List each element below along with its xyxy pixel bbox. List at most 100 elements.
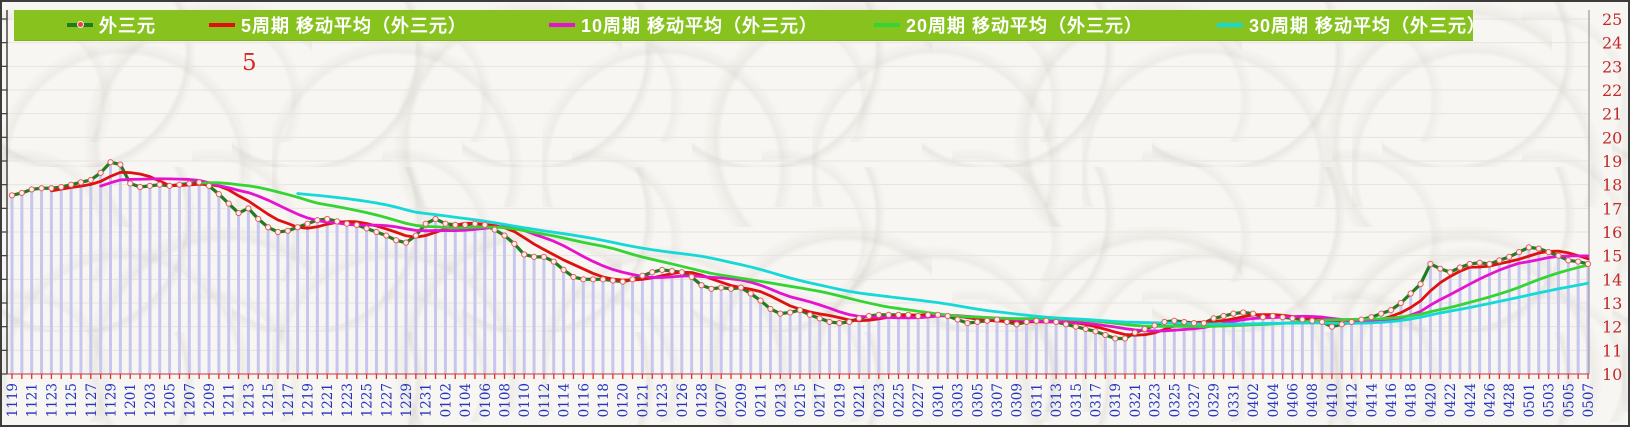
svg-text:0108: 0108	[498, 383, 514, 417]
svg-text:1209: 1209	[202, 383, 218, 417]
svg-text:0410: 0410	[1325, 383, 1341, 417]
price-line-sample-icon	[67, 21, 93, 28]
ma30-line-sample-icon	[1217, 23, 1243, 27]
legend-label: 20周期 移动平均（外三元）	[906, 16, 1144, 36]
svg-text:0321: 0321	[1128, 383, 1144, 417]
svg-text:0311: 0311	[1029, 383, 1045, 417]
svg-text:0209: 0209	[734, 383, 750, 417]
svg-text:1213: 1213	[241, 383, 257, 417]
svg-text:1225: 1225	[360, 383, 376, 417]
svg-text:21: 21	[1602, 105, 1622, 124]
svg-text:0329: 0329	[1207, 383, 1223, 417]
svg-text:0404: 0404	[1266, 383, 1282, 417]
svg-text:0418: 0418	[1404, 383, 1420, 417]
chart-legend: 外三元 5周期 移动平均（外三元） 10周期 移动平均（外三元） 20周期 移动…	[14, 10, 1485, 41]
svg-text:0123: 0123	[655, 383, 671, 417]
svg-text:0323: 0323	[1148, 383, 1164, 417]
svg-text:1205: 1205	[163, 383, 179, 417]
svg-text:0313: 0313	[1049, 383, 1065, 417]
axes	[2, 10, 1590, 375]
svg-text:0426: 0426	[1483, 383, 1499, 417]
svg-text:1125: 1125	[64, 383, 80, 417]
svg-text:24: 24	[1602, 34, 1622, 53]
svg-text:0217: 0217	[813, 383, 829, 417]
svg-text:0319: 0319	[1108, 383, 1124, 417]
ma30-line	[296, 192, 1590, 326]
svg-text:0112: 0112	[537, 383, 553, 417]
svg-text:0315: 0315	[1069, 383, 1085, 417]
svg-text:0412: 0412	[1345, 383, 1361, 417]
svg-text:0420: 0420	[1423, 383, 1439, 417]
svg-text:0424: 0424	[1463, 383, 1479, 417]
x-axis-labels: 1119 1121 1123 1125 1127 1129 1201 1203 1205 1207…	[5, 383, 1597, 417]
svg-text:0309: 0309	[1010, 383, 1026, 417]
svg-text:20: 20	[1602, 128, 1622, 147]
legend-label: 10周期 移动平均（外三元）	[581, 16, 819, 36]
ma10-line-sample-icon	[549, 23, 575, 27]
svg-text:23: 23	[1602, 57, 1622, 76]
svg-text:1201: 1201	[123, 383, 139, 417]
svg-text:0219: 0219	[832, 383, 848, 417]
svg-text:1221: 1221	[320, 383, 336, 417]
svg-text:0303: 0303	[951, 383, 967, 417]
svg-text:0223: 0223	[872, 383, 888, 417]
legend-label: 30周期 移动平均（外三元）	[1249, 16, 1487, 36]
legend-label: 5周期 移动平均（外三元）	[241, 16, 468, 36]
svg-text:0501: 0501	[1522, 383, 1538, 417]
svg-text:1211: 1211	[222, 383, 238, 417]
svg-text:0331: 0331	[1226, 383, 1242, 417]
svg-text:1217: 1217	[281, 383, 297, 417]
ma5-line	[50, 170, 1590, 337]
drop-lines	[10, 162, 1590, 374]
svg-text:1123: 1123	[44, 383, 60, 417]
svg-text:0106: 0106	[478, 383, 494, 417]
svg-text:1227: 1227	[379, 383, 395, 417]
svg-text:0422: 0422	[1443, 383, 1459, 417]
svg-text:25: 25	[1602, 10, 1622, 29]
svg-text:0428: 0428	[1502, 383, 1518, 417]
svg-text:0305: 0305	[970, 383, 986, 417]
svg-text:0317: 0317	[1089, 383, 1105, 417]
svg-text:1215: 1215	[261, 383, 277, 417]
svg-text:0221: 0221	[852, 383, 868, 417]
svg-text:0215: 0215	[793, 383, 809, 417]
svg-text:16: 16	[1602, 223, 1622, 242]
svg-text:0121: 0121	[635, 383, 651, 417]
ma5-line-sample-icon	[209, 23, 235, 27]
marker-dot-icon	[77, 21, 84, 28]
svg-text:0104: 0104	[458, 383, 474, 417]
svg-text:0128: 0128	[695, 383, 711, 417]
legend-item-ma5: 5周期 移动平均（外三元）	[209, 10, 467, 40]
legend-item-price: 外三元	[67, 10, 156, 40]
svg-text:0114: 0114	[557, 383, 573, 417]
svg-text:11: 11	[1602, 341, 1622, 360]
svg-text:0211: 0211	[754, 383, 770, 417]
svg-text:0307: 0307	[990, 383, 1006, 417]
legend-item-ma20: 20周期 移动平均（外三元）	[874, 10, 1143, 40]
svg-text:10: 10	[1602, 365, 1622, 384]
svg-text:0507: 0507	[1581, 383, 1597, 417]
svg-text:0325: 0325	[1167, 383, 1183, 417]
svg-text:0503: 0503	[1542, 383, 1558, 417]
legend-item-ma30: 30周期 移动平均（外三元）	[1217, 10, 1486, 40]
svg-text:0416: 0416	[1384, 383, 1400, 417]
svg-text:13: 13	[1602, 294, 1622, 313]
legend-label: 外三元	[99, 16, 156, 36]
svg-text:0213: 0213	[773, 383, 789, 417]
svg-text:0116: 0116	[576, 383, 592, 417]
svg-text:1203: 1203	[143, 383, 159, 417]
svg-text:1219: 1219	[301, 383, 317, 417]
svg-text:0402: 0402	[1246, 383, 1262, 417]
svg-text:0414: 0414	[1364, 383, 1380, 417]
svg-text:0120: 0120	[616, 383, 632, 417]
svg-text:17: 17	[1602, 199, 1622, 218]
y-axis-labels: 10 11 12 13 14 15 16 17 18 19 20 21 22 23 24 25	[1602, 10, 1622, 384]
svg-text:1207: 1207	[182, 383, 198, 417]
svg-text:0207: 0207	[714, 383, 730, 417]
price-series-markers	[8, 159, 1592, 342]
svg-text:1129: 1129	[104, 383, 120, 417]
svg-text:0227: 0227	[911, 383, 927, 417]
svg-text:12: 12	[1602, 318, 1622, 337]
